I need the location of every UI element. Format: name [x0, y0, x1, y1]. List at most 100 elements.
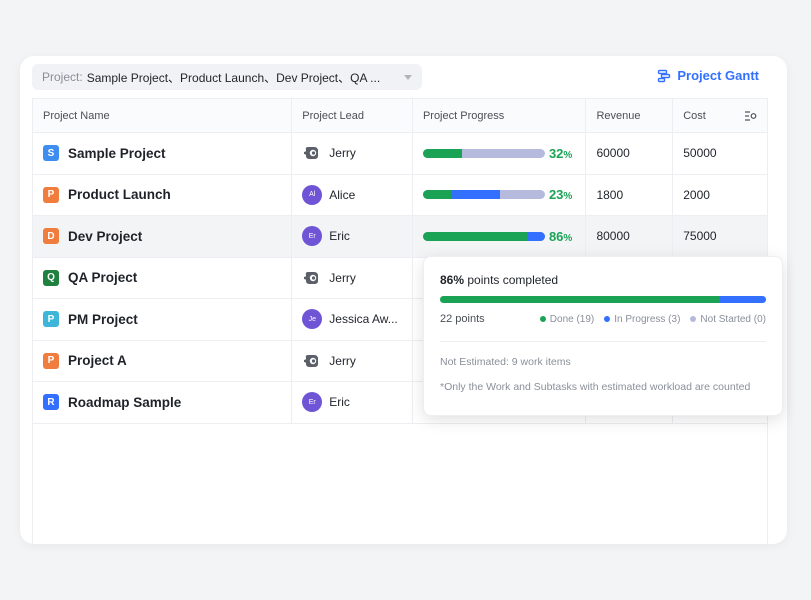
tooltip-footnote: *Only the Work and Subtasks with estimat…: [440, 381, 751, 393]
avatar: [302, 268, 322, 288]
cell-revenue: 80000: [586, 216, 674, 257]
project-name[interactable]: PM Project: [68, 311, 138, 327]
project-name[interactable]: Product Launch: [68, 187, 171, 203]
project-badge: P: [43, 352, 59, 369]
project-badge: D: [43, 228, 59, 245]
filter-label: Project:: [42, 70, 83, 84]
project-badge: P: [43, 311, 59, 328]
column-header-cost-label: Cost: [683, 109, 706, 122]
cell-project-progress[interactable]: 32%: [413, 133, 587, 174]
cell-project-name[interactable]: Q QA Project: [33, 257, 293, 298]
project-badge: P: [43, 186, 59, 203]
cell-project-lead[interactable]: Jerry: [292, 133, 413, 174]
tooltip-divider: [440, 341, 766, 342]
cost-value: 50000: [683, 146, 717, 161]
robot-avatar-icon: [304, 271, 319, 284]
project-filter[interactable]: Project: Sample Project、Product Launch、D…: [32, 64, 422, 90]
table-header: Project Name Project Lead Project Progre…: [33, 98, 767, 133]
lead-name: Jerry: [329, 146, 356, 161]
tooltip-bar-done: [440, 296, 721, 303]
column-header-lead[interactable]: Project Lead: [292, 99, 413, 132]
progress-tooltip: 86% points completed 22 points Done (19)…: [423, 256, 783, 416]
lead-name: Eric: [329, 229, 350, 244]
avatar: Je: [302, 309, 323, 330]
cell-project-lead[interactable]: Jerry: [292, 340, 413, 381]
column-settings-icon[interactable]: [744, 110, 757, 122]
cell-project-lead[interactable]: Al Alice: [292, 174, 413, 215]
project-name[interactable]: Project A: [68, 353, 127, 369]
cost-value: 75000: [683, 229, 717, 244]
column-header-cost[interactable]: Cost: [673, 99, 767, 132]
cell-project-name[interactable]: D Dev Project: [33, 216, 293, 257]
cell-project-name[interactable]: R Roadmap Sample: [33, 382, 293, 423]
cell-project-name[interactable]: S Sample Project: [33, 133, 293, 174]
gantt-icon: [658, 69, 671, 82]
cell-project-lead[interactable]: Jerry: [292, 257, 413, 298]
cell-project-lead[interactable]: Er Eric: [292, 216, 413, 257]
lead-name: Alice: [329, 187, 356, 202]
legend-done-label: Done (19): [549, 313, 595, 325]
cell-project-lead[interactable]: Er Eric: [292, 382, 413, 423]
progress-in-progress: [450, 190, 500, 200]
progress-in-progress: [527, 231, 545, 241]
tooltip-bar-in-progress: [720, 296, 766, 303]
avatar: [302, 143, 322, 163]
progress-percent: 32%: [548, 145, 573, 161]
lead-name: Jessica Aw...: [329, 312, 398, 327]
tooltip-legend: Done (19) In Progress (3) Not Started (0…: [539, 313, 766, 325]
progress-done: [422, 231, 528, 241]
table-row[interactable]: R Roadmap Sample Er Eric: [33, 382, 767, 424]
cell-cost: 2000: [673, 175, 767, 216]
cell-project-progress[interactable]: 86%: [413, 216, 587, 257]
revenue-value: 1800: [596, 187, 624, 202]
table-row[interactable]: D Dev Project Er Eric 86% 80000 75000: [33, 216, 767, 258]
progress-bar: [422, 231, 545, 241]
filter-value: Sample Project、Product Launch、Dev Projec…: [86, 70, 381, 85]
tooltip-heading: 86% points completed: [440, 273, 766, 287]
legend-in-progress: In Progress (3): [604, 314, 680, 325]
legend-in-progress-dot: [604, 316, 611, 322]
table-row[interactable]: P Project A Jerry: [33, 340, 767, 382]
cell-project-progress[interactable]: 23%: [413, 174, 587, 215]
legend-not-started-label: Not Started (0): [700, 313, 766, 325]
lead-name: Jerry: [329, 270, 356, 285]
cell-project-lead[interactable]: Je Jessica Aw...: [292, 299, 413, 340]
lead-name: Jerry: [329, 353, 356, 368]
progress-done: [422, 148, 462, 158]
project-gantt-label: Project Gantt: [677, 68, 759, 83]
revenue-value: 80000: [596, 229, 630, 244]
column-header-name[interactable]: Project Name: [33, 99, 293, 132]
column-header-revenue[interactable]: Revenue: [586, 99, 674, 132]
avatar: Er: [302, 392, 323, 413]
legend-not-started-dot: [690, 316, 697, 322]
table-row[interactable]: P Product Launch Al Alice 23% 1800 2000: [33, 174, 767, 216]
table-row[interactable]: P PM Project Je Jessica Aw...: [33, 299, 767, 341]
column-header-progress[interactable]: Project Progress: [413, 99, 587, 132]
project-name[interactable]: Dev Project: [68, 228, 143, 244]
project-badge: S: [43, 145, 59, 162]
cell-project-name[interactable]: P Product Launch: [33, 174, 293, 215]
tooltip-points: 22 points: [440, 313, 485, 325]
project-name[interactable]: Sample Project: [68, 145, 166, 161]
cell-cost: 50000: [673, 133, 767, 174]
progress-bar: [422, 148, 545, 158]
table-row[interactable]: S Sample Project Jerry 32% 60000 50000: [33, 133, 767, 175]
cell-revenue: 60000: [586, 133, 674, 174]
cost-value: 2000: [683, 187, 710, 202]
tooltip-heading-text: points completed: [467, 273, 559, 287]
progress-bar: [422, 190, 545, 200]
project-name[interactable]: Roadmap Sample: [68, 394, 182, 410]
tooltip-progress-bar: [440, 296, 766, 303]
cell-project-name[interactable]: P Project A: [33, 340, 293, 381]
chevron-down-icon[interactable]: [404, 74, 412, 80]
project-table: Project Name Project Lead Project Progre…: [32, 98, 768, 544]
tooltip-not-estimated: Not Estimated: 9 work items: [440, 356, 571, 368]
tooltip-percent: 86%: [440, 273, 465, 287]
project-name[interactable]: QA Project: [68, 270, 138, 286]
avatar: [302, 351, 322, 371]
cell-revenue: 1800: [586, 174, 674, 215]
project-gantt-button[interactable]: Project Gantt: [657, 68, 759, 83]
legend-done: Done (19): [539, 313, 595, 325]
table-body: S Sample Project Jerry 32% 60000 50000 P Produc…: [33, 133, 767, 424]
cell-project-name[interactable]: P PM Project: [33, 299, 293, 340]
